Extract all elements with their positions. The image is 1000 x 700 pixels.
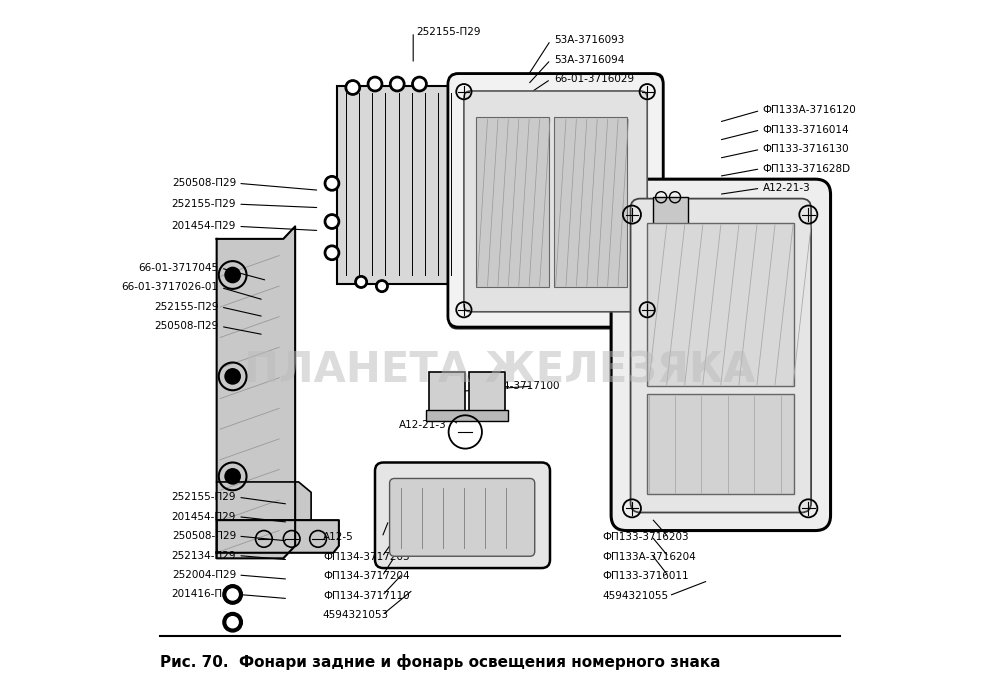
Text: А12-5: А12-5 bbox=[323, 533, 354, 542]
Circle shape bbox=[223, 584, 242, 604]
Text: А12-5: А12-5 bbox=[763, 202, 793, 213]
Text: 250508-П29: 250508-П29 bbox=[172, 178, 236, 188]
Polygon shape bbox=[217, 520, 339, 553]
Text: ФП133А-3716120: ФП133А-3716120 bbox=[763, 106, 856, 116]
Text: ПЛАНЕТА ЖЕЛЕЗЯКА: ПЛАНЕТА ЖЕЛЕЗЯКА bbox=[244, 350, 756, 392]
Polygon shape bbox=[217, 226, 295, 559]
Bar bbox=[554, 118, 627, 288]
Text: 252155-П29: 252155-П29 bbox=[172, 199, 236, 209]
Text: 201454-П29: 201454-П29 bbox=[172, 221, 236, 232]
Text: 53А-3716094: 53А-3716094 bbox=[554, 55, 625, 64]
Text: 66-01-3717045: 66-01-3717045 bbox=[139, 263, 219, 273]
Bar bbox=[337, 86, 472, 284]
FancyBboxPatch shape bbox=[375, 463, 550, 568]
Text: 250508-П29: 250508-П29 bbox=[154, 321, 219, 331]
Text: ФП133-3716014: ФП133-3716014 bbox=[763, 125, 849, 135]
FancyBboxPatch shape bbox=[611, 179, 831, 531]
Circle shape bbox=[345, 80, 360, 95]
Text: А12-21-3: А12-21-3 bbox=[399, 420, 447, 430]
Text: 201416-П29: 201416-П29 bbox=[172, 589, 236, 599]
Circle shape bbox=[227, 617, 238, 628]
Text: ФП134-3717204: ФП134-3717204 bbox=[323, 571, 410, 582]
Circle shape bbox=[412, 76, 427, 92]
Text: 66-01-3716029: 66-01-3716029 bbox=[554, 74, 634, 84]
Bar bbox=[647, 223, 794, 386]
Circle shape bbox=[376, 280, 388, 293]
Circle shape bbox=[378, 283, 385, 290]
Text: ФП134-3717110: ФП134-3717110 bbox=[323, 591, 410, 601]
Text: Рис. 70.  Фонари задние и фонарь освещения номерного знака: Рис. 70. Фонари задние и фонарь освещени… bbox=[160, 654, 720, 671]
Circle shape bbox=[223, 612, 242, 632]
Circle shape bbox=[327, 178, 337, 188]
Bar bbox=[647, 393, 794, 494]
Text: 252155-П29: 252155-П29 bbox=[154, 302, 219, 312]
Text: ФП133-3716203: ФП133-3716203 bbox=[603, 533, 689, 542]
Text: 252155-П29: 252155-П29 bbox=[172, 492, 236, 502]
Text: 4594321053: 4594321053 bbox=[323, 610, 389, 620]
Text: 252155-П29: 252155-П29 bbox=[417, 27, 481, 37]
Text: 252004-П29: 252004-П29 bbox=[172, 570, 236, 580]
Text: А12-21-3: А12-21-3 bbox=[763, 183, 810, 193]
Circle shape bbox=[415, 79, 424, 89]
FancyBboxPatch shape bbox=[464, 91, 647, 312]
Circle shape bbox=[392, 79, 402, 89]
Circle shape bbox=[355, 276, 367, 288]
Bar bbox=[469, 372, 505, 414]
Bar bbox=[429, 372, 465, 414]
Bar bbox=[653, 197, 688, 253]
Text: ФП133-371628D: ФП133-371628D bbox=[763, 164, 851, 174]
Text: ФП133-3716011: ФП133-3716011 bbox=[603, 571, 689, 582]
Bar bbox=[476, 118, 549, 288]
Circle shape bbox=[225, 469, 240, 484]
Circle shape bbox=[225, 267, 240, 283]
Text: 250508-П29: 250508-П29 bbox=[172, 531, 236, 541]
FancyBboxPatch shape bbox=[390, 479, 535, 556]
Text: 53А-3716093: 53А-3716093 bbox=[554, 35, 625, 46]
Text: 252134-П29: 252134-П29 bbox=[172, 551, 236, 561]
Circle shape bbox=[348, 83, 358, 92]
Bar bbox=[426, 410, 508, 421]
Polygon shape bbox=[217, 482, 311, 520]
Circle shape bbox=[327, 248, 337, 258]
Circle shape bbox=[358, 279, 365, 286]
Circle shape bbox=[227, 589, 238, 600]
Text: 201454-П29: 201454-П29 bbox=[172, 512, 236, 522]
Text: 4594321055: 4594321055 bbox=[603, 591, 669, 601]
Circle shape bbox=[324, 245, 340, 260]
Text: ФП134-3717203: ФП134-3717203 bbox=[323, 552, 410, 562]
Text: 66-01-3717026-01: 66-01-3717026-01 bbox=[122, 283, 219, 293]
Text: ФП133-3716130: ФП133-3716130 bbox=[763, 144, 849, 154]
Circle shape bbox=[225, 369, 240, 384]
FancyBboxPatch shape bbox=[631, 199, 811, 512]
Circle shape bbox=[324, 176, 340, 191]
Circle shape bbox=[390, 76, 405, 92]
Circle shape bbox=[324, 214, 340, 229]
Text: ФП133А-3716204: ФП133А-3716204 bbox=[603, 552, 697, 562]
Circle shape bbox=[367, 76, 383, 92]
FancyBboxPatch shape bbox=[448, 74, 663, 327]
Circle shape bbox=[327, 217, 337, 226]
Text: ФП134-3717100: ФП134-3717100 bbox=[474, 381, 560, 391]
Circle shape bbox=[370, 79, 380, 89]
